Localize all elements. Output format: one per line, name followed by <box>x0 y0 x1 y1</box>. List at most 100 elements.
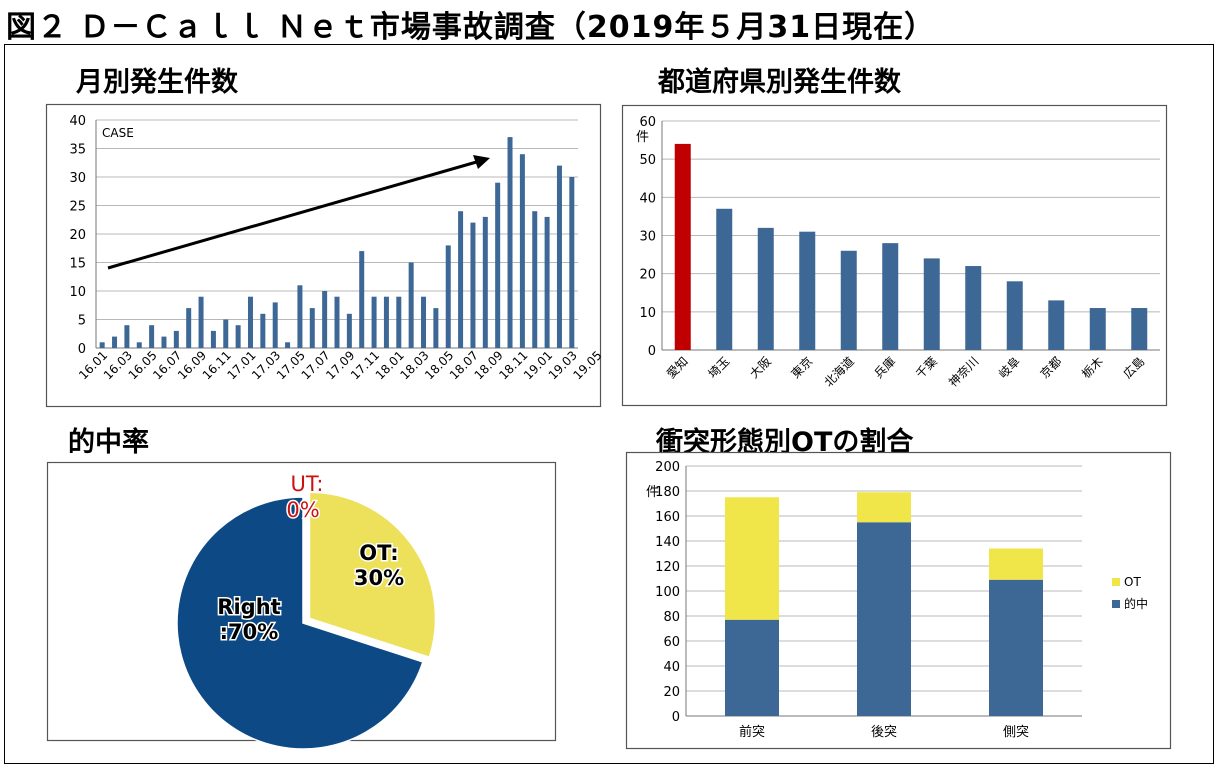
y-tick-label: 30 <box>639 230 656 245</box>
legend-swatch <box>1112 578 1120 586</box>
bar <box>99 342 105 348</box>
bar <box>495 182 501 348</box>
y-axis-unit: CASE <box>102 126 134 140</box>
bar <box>247 296 253 348</box>
bar <box>396 296 402 348</box>
y-tick-label: 20 <box>639 268 656 283</box>
y-axis-unit: 件 <box>636 130 649 145</box>
bar <box>840 250 857 350</box>
bar <box>136 342 142 348</box>
bar <box>408 262 414 348</box>
bar <box>799 231 816 350</box>
bar <box>1048 300 1065 350</box>
bar <box>309 308 315 348</box>
x-tick-label: 前突 <box>739 724 765 740</box>
bar <box>532 211 538 348</box>
bar <box>149 325 155 348</box>
bar <box>882 243 899 350</box>
y-tick-label: 10 <box>639 306 656 321</box>
bar <box>482 216 488 348</box>
bar <box>757 227 774 350</box>
prefecture-chart-title: 都道府県別発生件数 <box>658 67 901 98</box>
bar <box>173 330 179 348</box>
monthly-chart: 0510152025303540CASE16.0116.0316.0516.07… <box>45 103 605 408</box>
bar <box>186 308 192 348</box>
bar <box>674 143 691 350</box>
y-tick-label: 15 <box>69 257 86 272</box>
stacked-bar-segment <box>857 492 911 523</box>
bar <box>260 313 266 348</box>
bar <box>210 330 216 348</box>
y-tick-label: 180 <box>655 485 680 500</box>
y-tick-label: 100 <box>655 585 680 600</box>
bar <box>161 336 167 348</box>
pie-label: :70% <box>220 620 279 644</box>
pie-label: 0% <box>286 498 319 522</box>
bar <box>322 291 328 348</box>
pie-label: OT: <box>359 541 398 565</box>
y-tick-label: 30 <box>69 171 86 186</box>
bar <box>297 285 303 348</box>
y-tick-label: 0 <box>648 344 656 359</box>
pie-label: Right <box>217 595 280 619</box>
hitrate-chart: Right:70% OT:30% UT:0% <box>46 461 557 750</box>
hitrate-chart-title: 的中率 <box>68 427 149 458</box>
bar <box>112 336 118 348</box>
bar <box>716 208 733 350</box>
x-tick-label: 側突 <box>1003 724 1029 740</box>
bar <box>1089 308 1106 350</box>
trend-arrow-shaft <box>107 159 481 270</box>
y-tick-label: 25 <box>69 200 86 215</box>
legend-swatch <box>1112 600 1120 608</box>
y-tick-label: 200 <box>655 460 680 475</box>
y-tick-label: 40 <box>663 660 680 675</box>
pie-label: 30% <box>354 566 404 590</box>
bar <box>346 313 352 348</box>
stacked-bar-segment <box>857 522 911 716</box>
bar <box>383 296 389 348</box>
monthly-chart-title: 月別発生件数 <box>76 67 238 98</box>
bar <box>1006 281 1023 350</box>
y-tick-label: 35 <box>69 143 86 158</box>
y-tick-label: 20 <box>663 685 680 700</box>
bar <box>1131 308 1148 350</box>
bar <box>556 165 562 348</box>
bar <box>569 177 575 348</box>
bar <box>124 325 130 348</box>
y-tick-label: 160 <box>655 510 680 525</box>
y-axis-unit: 件 <box>646 485 659 500</box>
bar <box>334 296 340 348</box>
bar <box>458 211 464 348</box>
pie-slice <box>176 496 424 750</box>
y-tick-label: 0 <box>78 342 86 357</box>
trend-arrow-head <box>473 155 490 169</box>
bar <box>223 319 229 348</box>
y-tick-label: 5 <box>78 314 86 329</box>
bar <box>198 296 204 348</box>
bar <box>359 251 365 348</box>
y-tick-label: 120 <box>655 560 680 575</box>
bar <box>421 296 427 348</box>
bar <box>371 296 377 348</box>
bar <box>445 245 451 348</box>
y-tick-label: 60 <box>639 115 656 130</box>
bar <box>235 325 241 348</box>
stacked-bar-segment <box>989 548 1043 580</box>
bar <box>470 222 476 348</box>
pie-slice <box>308 491 437 659</box>
y-tick-label: 50 <box>639 153 656 168</box>
bar <box>285 342 291 348</box>
y-tick-label: 0 <box>672 710 680 725</box>
y-tick-label: 140 <box>655 535 680 550</box>
pie-label: UT: <box>291 472 324 496</box>
stacked-bar-segment <box>725 619 779 716</box>
stacked-bar-segment <box>725 497 779 620</box>
y-tick-label: 40 <box>639 191 656 206</box>
bar <box>519 154 525 348</box>
bar <box>507 137 513 348</box>
stacked-bar-segment <box>989 579 1043 716</box>
y-tick-label: 80 <box>663 610 680 625</box>
bar <box>544 216 550 348</box>
y-tick-label: 10 <box>69 285 86 300</box>
